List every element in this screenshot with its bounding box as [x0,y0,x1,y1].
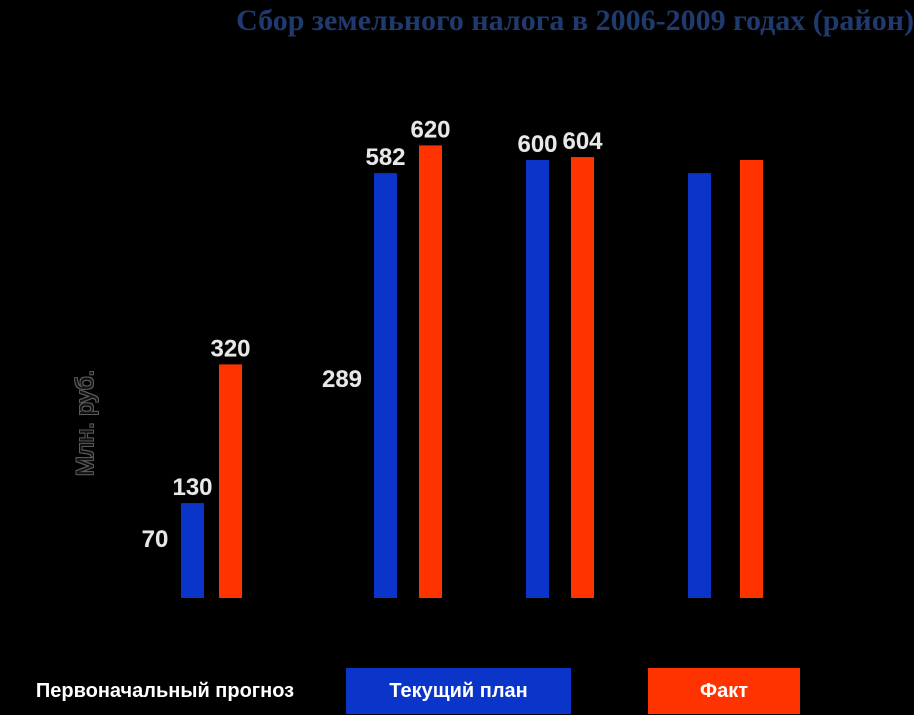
chart-title: Сбор земельного налога в 2006-2009 годах… [236,4,914,37]
legend-item-fact: Факт [648,668,800,714]
data-label-plan-3: 600 [517,131,557,158]
data-label-fact-2: 620 [410,116,450,143]
bar-fact-1 [219,364,242,598]
bar-fact-3 [571,157,594,598]
chart-plot: 130 582 600 320 620 604 70 289 [141,116,763,598]
data-label-plan-2: 582 [365,144,405,171]
bar-plan-4 [688,173,711,598]
bar-plan-2 [374,173,397,598]
data-label-fact-3: 604 [562,128,603,155]
bar-fact-2 [419,145,442,598]
data-label-forecast-1: 70 [142,526,169,553]
legend-item-current-plan: Текущий план [346,668,571,714]
data-label-fact-1: 320 [210,335,250,362]
data-label-forecast-2: 289 [322,366,362,393]
bar-plan-1 [181,503,204,598]
legend-item-initial-forecast: Первоначальный прогноз [35,679,295,702]
bar-fact-4 [740,160,763,598]
data-label-plan-1: 130 [172,474,212,501]
bar-plan-3 [526,160,549,598]
